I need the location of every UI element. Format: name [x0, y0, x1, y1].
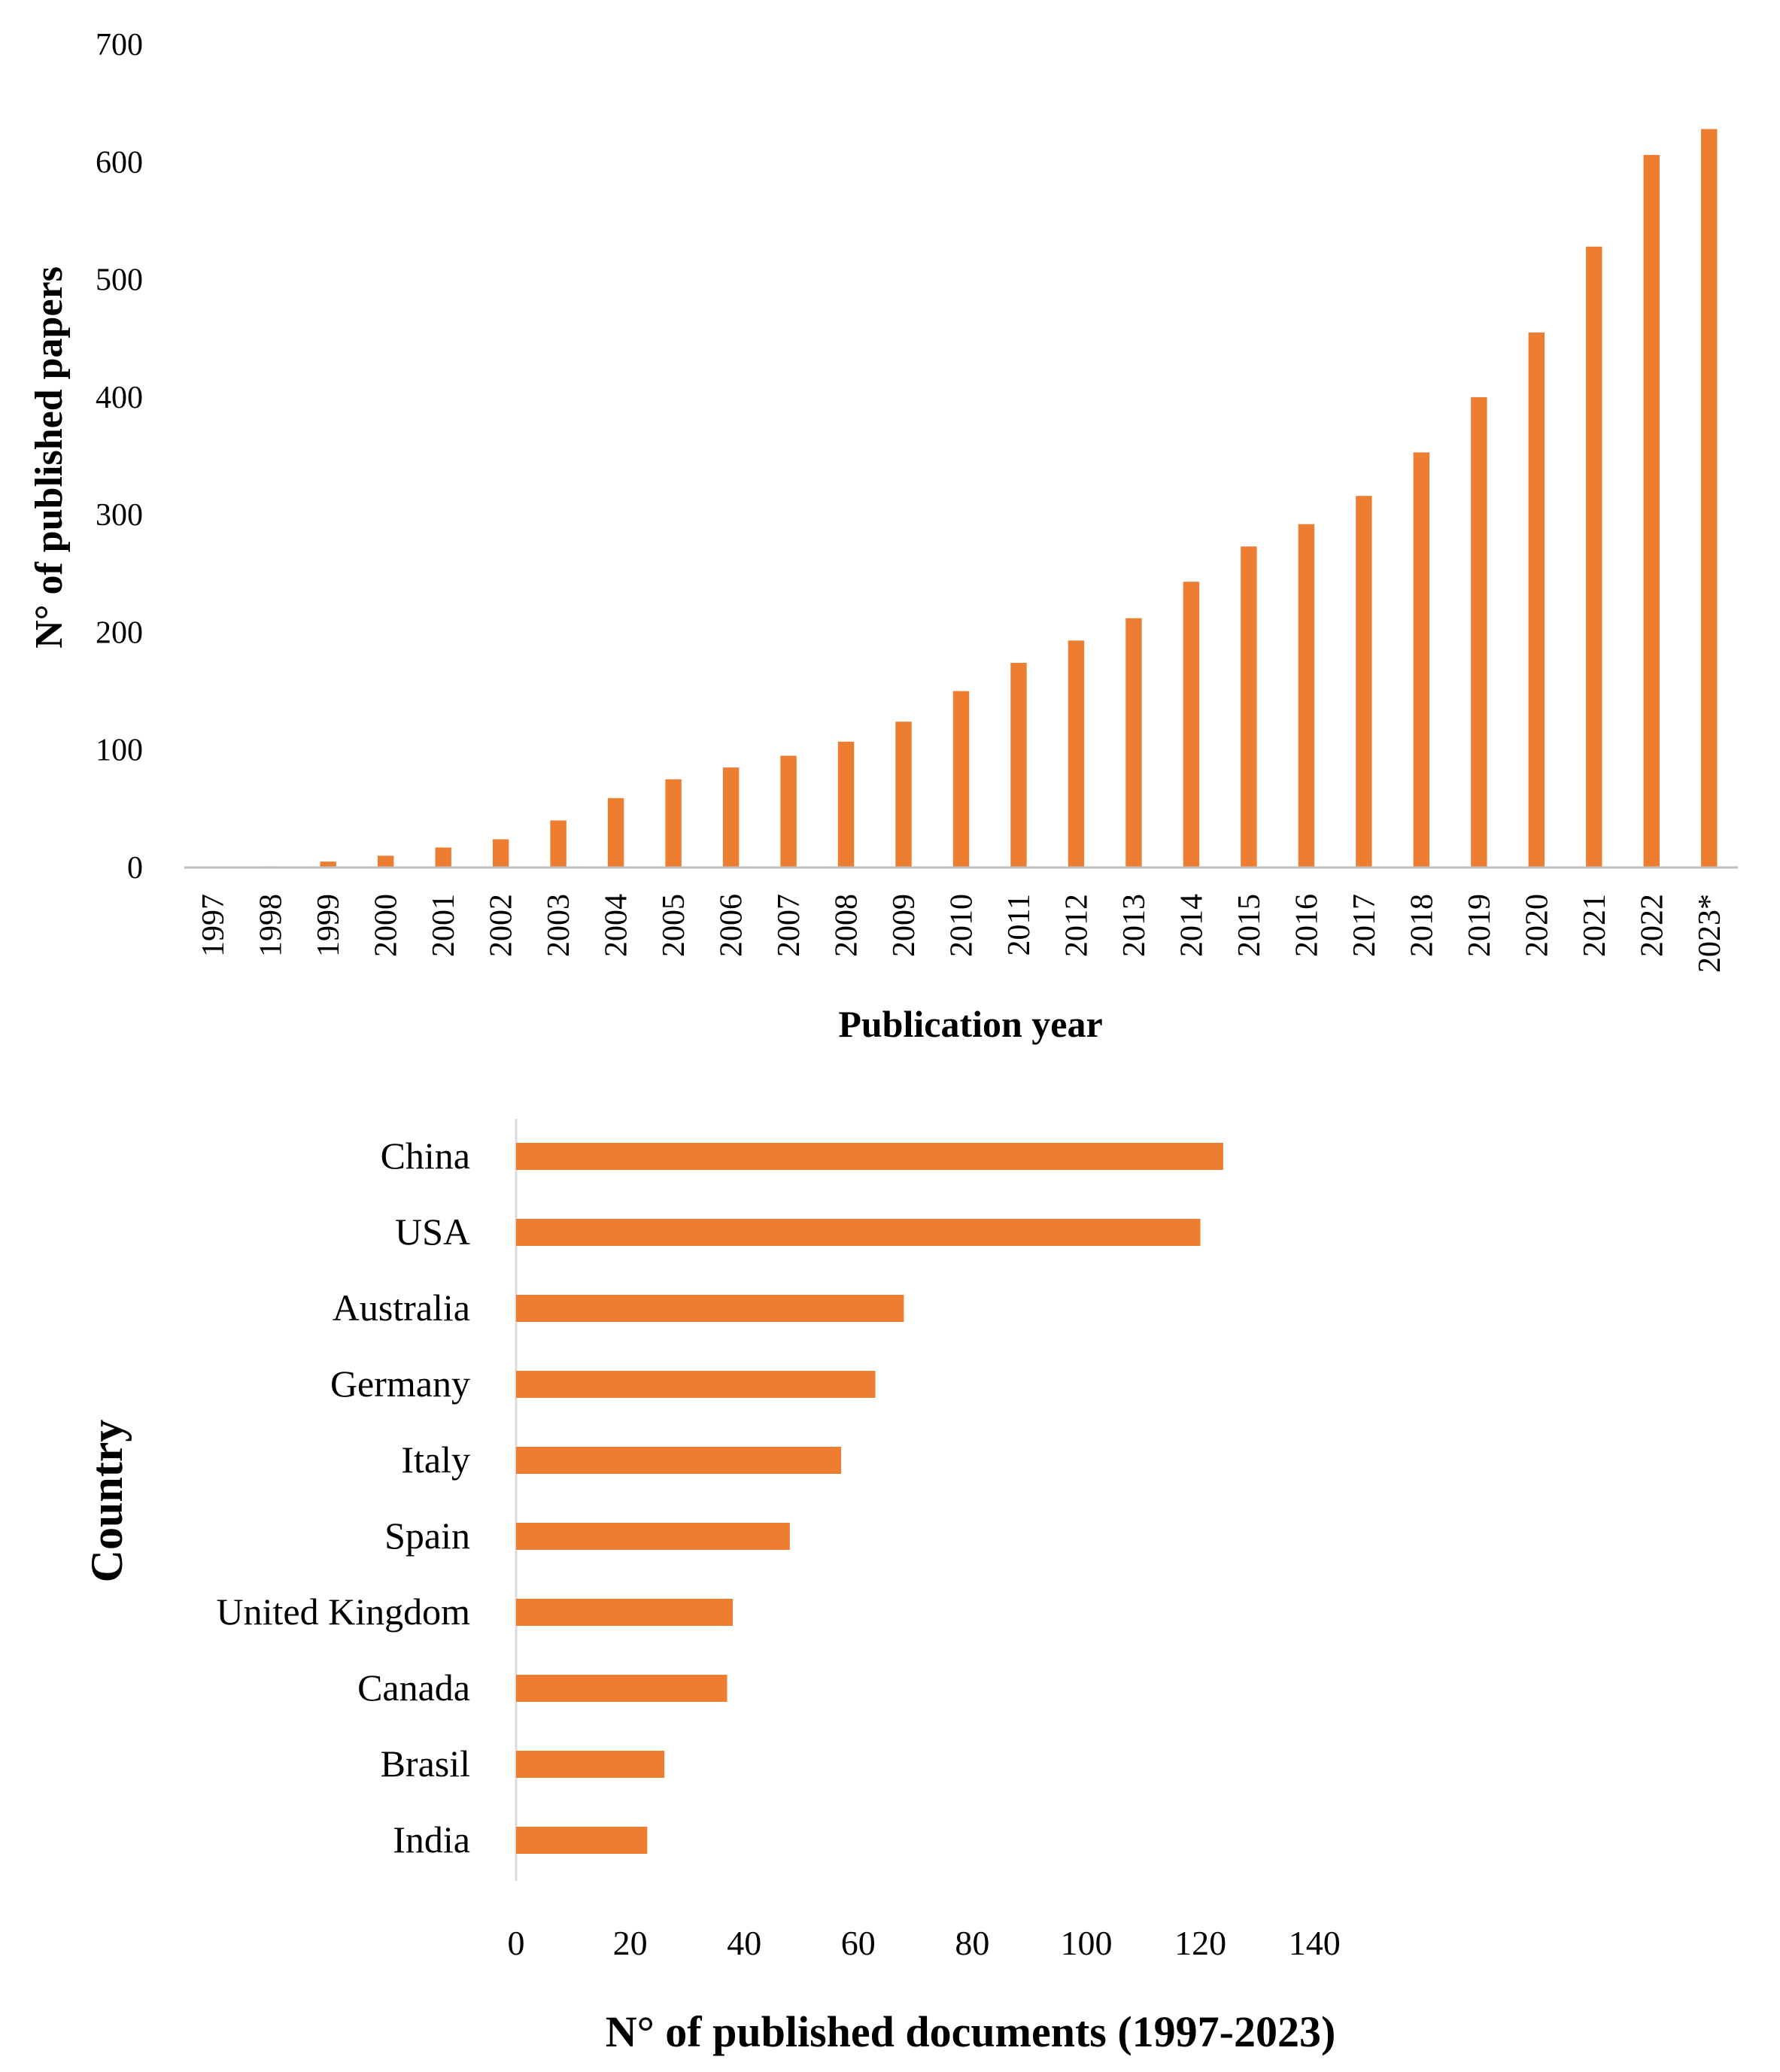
- y-tick-label: 400: [96, 381, 143, 415]
- x-tick-label: 2015: [1232, 894, 1267, 957]
- y-tick-label: 100: [96, 734, 143, 768]
- y-tick-label: 0: [127, 851, 143, 886]
- x-tick-label: 2012: [1059, 894, 1094, 957]
- country-label: Italy: [401, 1439, 470, 1481]
- x-tick-label: 2002: [484, 894, 519, 957]
- y-tick-label: 500: [96, 263, 143, 298]
- x-tick-label: 2004: [600, 894, 634, 957]
- x-tick-label: 100: [1061, 1924, 1113, 1962]
- bar-2003: [550, 820, 567, 867]
- bar-2007: [780, 755, 797, 867]
- bar-brasil: [516, 1751, 665, 1778]
- x-tick-label: 2007: [772, 894, 806, 957]
- x-tick-label: 2014: [1174, 894, 1209, 957]
- x-tick-label: 80: [955, 1924, 989, 1962]
- x-tick-label: 2008: [830, 894, 864, 957]
- x-tick-label: 2016: [1289, 894, 1324, 957]
- bar-united-kingdom: [516, 1599, 734, 1626]
- bar-spain: [516, 1523, 790, 1550]
- x-tick-label: 1998: [254, 894, 289, 957]
- bar-2012: [1068, 640, 1085, 867]
- x-tick-label: 2011: [1002, 894, 1037, 955]
- x-axis-title: N° of published documents (1997-2023): [606, 2007, 1336, 2056]
- documents-per-country-chart: China USA Australia Germany Italy Spain United…: [82, 1119, 1341, 2056]
- bar-2022: [1643, 154, 1660, 867]
- bar-canada: [516, 1675, 727, 1702]
- x-tick-label: 2013: [1117, 894, 1152, 957]
- bar-2000: [377, 855, 394, 867]
- x-tick-label: 2000: [369, 894, 404, 957]
- country-label: India: [393, 1818, 470, 1861]
- bar-2021: [1586, 246, 1602, 868]
- x-tick-label: 2005: [657, 894, 691, 957]
- x-tick-label: 2021: [1578, 894, 1612, 957]
- x-tick-label: 2018: [1405, 894, 1439, 957]
- x-tick-label: 2001: [427, 894, 461, 957]
- y-axis-title: Country: [82, 1420, 132, 1583]
- x-tick-label: 0: [508, 1924, 525, 1962]
- y-axis-title: N° of published papers: [28, 266, 71, 649]
- bar-2002: [492, 839, 509, 867]
- x-tick-label: 2020: [1520, 894, 1554, 957]
- x-tick-label: 40: [727, 1924, 761, 1962]
- bar-china: [516, 1143, 1223, 1170]
- bar-2008: [837, 741, 855, 867]
- x-tick-label: 2019: [1463, 894, 1497, 957]
- bar-2011: [1010, 663, 1027, 867]
- bar-italy: [516, 1447, 842, 1474]
- x-tick-label: 2023*: [1693, 894, 1727, 973]
- bar-2014: [1183, 582, 1200, 867]
- x-tick-label: 2009: [887, 894, 922, 957]
- country-label: United Kingdom: [217, 1590, 471, 1633]
- x-tick-label: 2017: [1347, 894, 1382, 957]
- country-label: Brasil: [381, 1742, 470, 1785]
- x-tick-label: 2006: [715, 894, 749, 957]
- x-axis-title: Publication year: [838, 1003, 1102, 1045]
- bar-2010: [952, 691, 970, 867]
- x-tick-label: 120: [1174, 1924, 1226, 1962]
- x-tick-label: 2003: [542, 894, 576, 957]
- publications-per-year-chart: 0 100 200 300 400 500 600 700 1997 1998 1999 2000 20…: [28, 28, 1738, 1045]
- x-tick-label: 60: [841, 1924, 876, 1962]
- bar-2009: [895, 722, 912, 867]
- bar-india: [516, 1827, 648, 1854]
- x-tick-label: 2010: [945, 894, 980, 957]
- bar-1999: [320, 861, 336, 867]
- bar-2006: [722, 767, 740, 867]
- bar-usa: [516, 1219, 1201, 1246]
- bar-2015: [1241, 546, 1257, 867]
- country-label: USA: [395, 1211, 470, 1253]
- bar-2004: [607, 798, 624, 867]
- bar-2017: [1356, 496, 1372, 867]
- bar-2023*: [1701, 129, 1718, 868]
- y-tick-label: 600: [96, 145, 143, 180]
- country-label: China: [381, 1135, 470, 1177]
- country-label: Australia: [333, 1287, 470, 1329]
- country-label: Germany: [330, 1363, 470, 1405]
- x-tick-label: 2022: [1635, 894, 1669, 957]
- bar-germany: [516, 1371, 876, 1398]
- x-tick-label: 140: [1289, 1924, 1341, 1962]
- country-label: Spain: [384, 1515, 470, 1557]
- bar-2005: [665, 779, 682, 867]
- x-tick-label: 1999: [311, 894, 346, 957]
- x-tick-label: 1997: [196, 894, 231, 957]
- y-tick-label: 700: [96, 28, 143, 62]
- bar-2018: [1413, 452, 1430, 867]
- bar-2001: [435, 847, 451, 867]
- y-tick-label: 300: [96, 498, 143, 533]
- bar-2013: [1125, 618, 1142, 867]
- x-tick-label: 20: [613, 1924, 648, 1962]
- bar-2020: [1528, 332, 1545, 867]
- country-label: Canada: [357, 1666, 470, 1709]
- bar-2016: [1298, 524, 1315, 867]
- bar-australia: [516, 1295, 904, 1322]
- y-tick-label: 200: [96, 615, 143, 650]
- bar-2019: [1471, 396, 1487, 867]
